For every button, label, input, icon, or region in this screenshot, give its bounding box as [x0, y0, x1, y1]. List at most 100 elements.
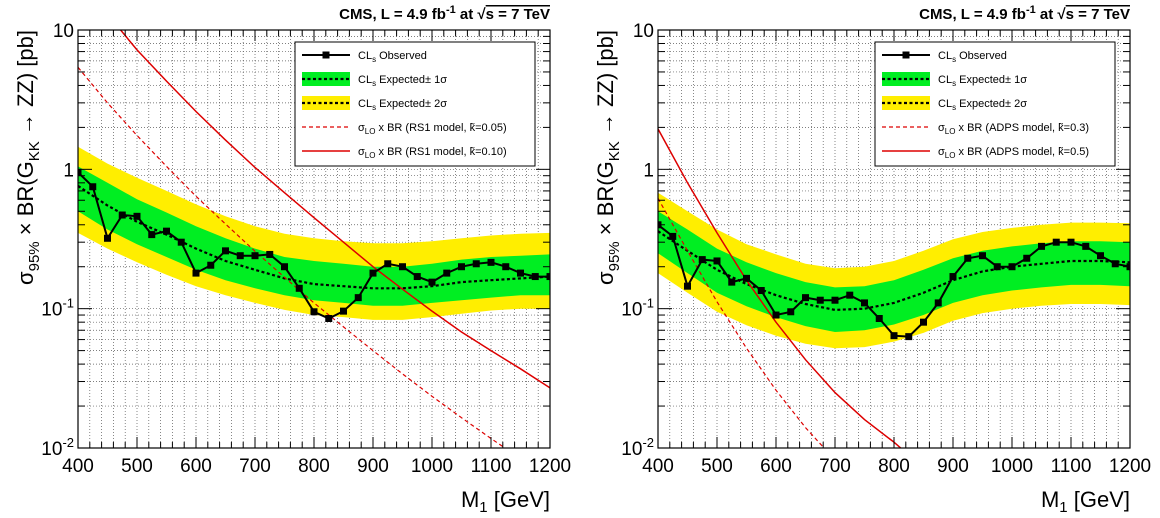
observed-point [861, 299, 868, 307]
plot-area [78, 30, 550, 448]
legend-text: CL [358, 74, 372, 86]
y-tick-base: 10 [41, 439, 62, 460]
ylabel-subscript: KK [26, 141, 43, 161]
observed-point [802, 294, 809, 302]
legend-text: σ [938, 122, 945, 134]
legend-entry: σLO x BR (ADPS model, k̃=0.3) [938, 122, 1089, 136]
observed-point [949, 273, 957, 281]
chart-title: CMS, L = 4.9 fb-1 at √s = 7 TeV [339, 4, 550, 23]
legend-subscript: LO [365, 151, 376, 160]
xlabel-subscript: 1 [479, 499, 487, 516]
theory-dashed-line [658, 198, 825, 448]
x-tick-label: 1100 [471, 456, 512, 477]
xlabel-main: M [461, 487, 479, 512]
observed-point [384, 260, 392, 268]
legend-text: x BR (ADPS model, k̃=0.5) [955, 146, 1089, 158]
observed-point [1008, 263, 1016, 271]
observed-point [502, 263, 510, 271]
observed-point [743, 274, 750, 282]
legend-text: CL [358, 50, 372, 62]
legend-subscript: s [372, 79, 376, 88]
title-text: s = 7 TeV [1066, 6, 1130, 23]
y-tick-base: 10 [41, 300, 62, 321]
observed-point [487, 258, 495, 266]
title-text: CMS, L = 4.9 fb [339, 6, 446, 23]
observed-point [934, 299, 942, 307]
ticks [77, 29, 551, 449]
title-text: CMS, L = 4.9 fb [919, 6, 1026, 23]
chart-title: CMS, L = 4.9 fb-1 at √s = 7 TeV [919, 4, 1130, 23]
y-tick-label: 10 [633, 21, 654, 42]
observed-point [413, 273, 421, 281]
title-sqrt: √ [477, 6, 486, 23]
observed-point [251, 252, 259, 260]
observed-point [89, 183, 97, 191]
observed-point [428, 278, 436, 286]
legend-text: CL [938, 74, 952, 86]
observed-point [517, 269, 524, 277]
y-tick-exponent: -1 [642, 296, 654, 311]
observed-point [816, 296, 824, 304]
legend-entry: CLs Expected± 1σ [938, 74, 1027, 88]
y-tick-base: 10 [621, 439, 642, 460]
ylabel-subscript: 95% [26, 241, 43, 271]
ylabel-text: × BR(G [593, 161, 618, 241]
theory-solid-line [119, 30, 550, 389]
y-axis-label: σ95% × BR(GKK → ZZ) [pb] [13, 30, 43, 285]
ylabel-sigma: σ [593, 271, 618, 285]
observed-point [148, 231, 156, 239]
observed-point [222, 247, 229, 255]
title-superscript: -1 [1026, 4, 1036, 16]
y-tick-base: 10 [621, 300, 642, 321]
ylabel-sigma: σ [13, 271, 38, 285]
observed-point [133, 212, 141, 220]
x-axis-label: M1 [GeV] [461, 487, 550, 516]
observed-point [979, 252, 986, 260]
observed-point [369, 269, 377, 277]
y-axis-label: σ95% × BR(GKK → ZZ) [pb] [593, 30, 623, 285]
y-tick-label: 10 [53, 21, 74, 42]
observed-point [207, 261, 215, 269]
observed-point [1097, 252, 1104, 260]
observed-point [325, 315, 333, 323]
observed-point [310, 308, 318, 316]
observed-point [757, 287, 765, 295]
legend-subscript: s [952, 103, 956, 112]
observed-point [118, 211, 126, 219]
x-tick-label: 400 [62, 456, 94, 477]
x-tick-label: 600 [180, 456, 212, 477]
x-tick-label: 400 [642, 456, 674, 477]
observed-point [177, 238, 185, 246]
y-tick-label: 10-1 [621, 296, 654, 321]
observed-point [905, 333, 913, 341]
legend-text: Observed [376, 50, 427, 62]
legend-text: Expected± 2σ [376, 98, 447, 110]
y-tick-base: 1 [63, 160, 74, 181]
x-tick-label: 700 [819, 456, 851, 477]
observed-point [993, 263, 1001, 271]
legend-subscript: LO [945, 151, 956, 160]
observed-point [698, 256, 706, 264]
observed-point [831, 296, 839, 304]
expected-line [658, 230, 1130, 312]
x-tick-label: 500 [121, 456, 153, 477]
ylabel-text: → ZZ) [pb] [593, 30, 618, 141]
title-superscript: -1 [446, 4, 456, 16]
legend-text: Expected± 1σ [376, 74, 447, 86]
y-tick-base: 10 [633, 21, 654, 42]
legend-text: Expected± 1σ [956, 74, 1027, 86]
y-tick-label: 1 [63, 160, 74, 181]
legend-entry: CLs Expected± 2σ [358, 98, 447, 112]
theory-solid-line [658, 128, 902, 448]
theory-dashed-line [78, 66, 507, 448]
x-tick-label: 800 [298, 456, 330, 477]
legend-subscript: s [372, 55, 376, 64]
y-tick-label: 10-1 [41, 296, 74, 321]
x-tick-label: 600 [760, 456, 792, 477]
ylabel-text: → ZZ) [pb] [13, 30, 38, 141]
observed-point [340, 307, 347, 315]
legend-text: x BR (RS1 model, k̃=0.05) [375, 122, 506, 134]
